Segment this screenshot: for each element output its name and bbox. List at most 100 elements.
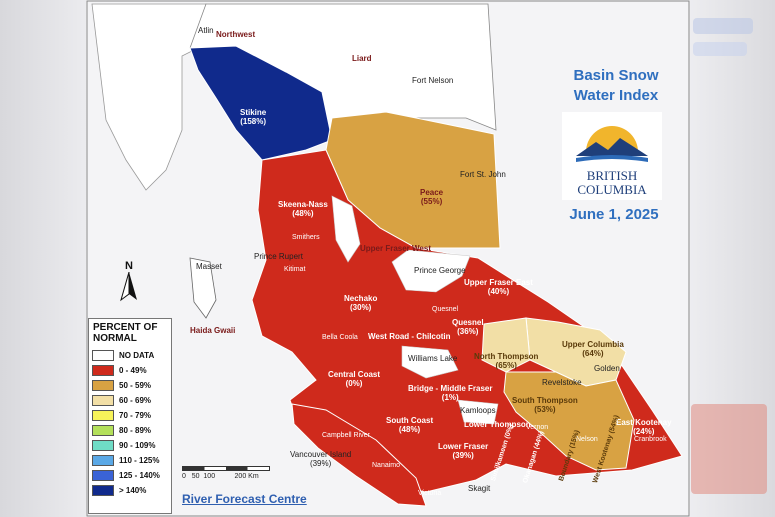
scale-bar-graphic [182,466,270,471]
city-kitimat: Kitimat [284,266,306,273]
label-vancouver-island-pct: (39%) [309,459,332,468]
legend-item: 110 - 125% [92,453,171,468]
label-vancouver-island-name: Vancouver Island [290,450,352,459]
legend-swatch [92,440,114,451]
legend: PERCENT OF NORMAL NO DATA 0 - 49% 50 - 59% 6… [88,318,172,514]
map-title: Basin Snow Water Index [554,66,678,106]
label-north-thompson-name: North Thompson [474,352,539,361]
legend-swatch [92,425,114,436]
legend-item: > 140% [92,483,171,498]
label-east-kootenay-name: East Kootenay [616,418,672,427]
legend-item: 50 - 59% [92,378,171,393]
label-north-thompson-pct: (65%) [495,361,517,370]
label-south-coast: South Coast (48%) [386,416,433,434]
legend-item-label: 125 - 140% [119,471,160,480]
label-upper-fraser-west: Upper Fraser West [360,244,431,253]
label-south-thompson: South Thompson (53%) [512,396,578,414]
label-south-thompson-name: South Thompson [512,396,578,405]
city-prince-george: Prince George [414,266,466,275]
label-bridge-name: Bridge - Middle Fraser [408,384,493,393]
legend-item: 70 - 79% [92,408,171,423]
scale-bar: 0 50 100 200 Km [182,466,270,480]
city-williams-lake: Williams Lake [408,354,458,363]
scale-label: 0 50 100 200 Km [182,473,259,480]
no-data-patch [391,249,471,293]
map-title-line2: Water Index [573,87,659,104]
legend-item: 125 - 140% [92,468,171,483]
label-bridge-pct: (1%) [441,393,459,402]
city-cranbrook: Cranbrook [634,436,667,443]
background-ghost-shape [691,404,767,494]
legend-heading-line1: PERCENT OF [93,322,158,333]
label-nechako: Nechako (30%) [344,294,377,312]
legend-swatch [92,485,114,496]
legend-swatch [92,470,114,481]
label-lower-fraser-pct: (39%) [452,451,474,460]
legend-swatch [92,395,114,406]
legend-item: 60 - 69% [92,393,171,408]
city-nelson: Nelson [576,436,598,443]
background-ghost-shape [693,42,747,56]
label-east-kootenay-pct: (24%) [633,427,655,436]
label-upper-fraser-east-name: Upper Fraser East [464,278,533,287]
no-data-patch [401,345,459,379]
city-fort-st-john: Fort St. John [460,170,506,179]
city-revelstoke: Revelstoke [542,378,582,387]
label-upper-fraser-east-pct: (40%) [487,287,510,296]
legend-swatch [92,455,114,466]
region-stikine [189,45,333,161]
label-south-coast-pct: (48%) [398,425,421,434]
bc-logo-text: BRITISH COLUMBIA [562,169,662,197]
city-victoria: Victoria [418,490,442,497]
city-campbell-river: Campbell River [322,432,370,439]
legend-item-label: 60 - 69% [119,396,152,405]
legend-swatch [92,365,114,376]
label-stikine-name: Stikine [240,108,267,117]
background-blur-right [685,0,775,517]
bc-logo-line1: BRITISH [586,168,638,183]
legend-item-label: 80 - 89% [119,426,152,435]
label-lower-fraser-name: Lower Fraser [438,442,489,451]
label-stikine: Stikine (158%) [240,108,266,126]
city-masset: Masset [196,262,222,271]
city-golden: Golden [594,364,620,373]
legend-item: NO DATA [92,348,171,363]
legend-item-label: 70 - 79% [119,411,152,420]
label-south-coast-name: South Coast [386,416,434,425]
label-skeena-name: Skeena-Nass [278,200,328,209]
label-south-thompson-pct: (53%) [534,405,556,414]
label-liard: Liard [352,54,372,63]
legend-item-label: NO DATA [119,351,155,360]
map-figure: Northwest Liard Atlin Fort Nelson Stikin… [86,0,690,517]
label-quesnel-name: Quesnel [452,318,484,327]
label-stikine-pct: (158%) [240,117,267,126]
river-forecast-centre-link[interactable]: River Forecast Centre [182,492,307,506]
label-skagit: Skagit [468,484,491,493]
legend-item: 80 - 89% [92,423,171,438]
label-lower-fraser: Lower Fraser (39%) [438,442,488,460]
map-date: June 1, 2025 [569,206,659,223]
label-quesnel-pct: (36%) [457,327,479,336]
legend-item-label: 90 - 109% [119,441,156,450]
city-quesnel: Quesnel [432,306,459,313]
label-central-coast-pct: (0%) [345,379,363,388]
region-north-thompson [481,317,531,373]
legend-item-label: 110 - 125% [119,456,160,465]
no-data-patch [457,399,499,425]
label-east-kootenay: East Kootenay (24%) [616,418,672,436]
label-west-road: West Road - Chilcotin [368,332,451,341]
bc-logo-line2: COLUMBIA [577,182,647,197]
label-peace-pct: (55%) [420,197,443,206]
bc-sun-mountain-icon [576,126,648,162]
label-central-coast-name: Central Coast [328,370,381,379]
city-prince-rupert: Prince Rupert [254,252,303,261]
label-skeena: Skeena-Nass (48%) [278,200,328,218]
label-upper-columbia: Upper Columbia (64%) [562,340,624,358]
city-bella-coola: Bella Coola [322,334,358,341]
legend-swatch [92,380,114,391]
label-upper-fraser-east: Upper Fraser East (40%) [464,278,533,296]
label-northwest: Northwest [216,30,256,39]
label-quesnel: Quesnel (36%) [452,318,484,336]
legend-item-label: 0 - 49% [119,366,147,375]
legend-swatch [92,350,114,361]
